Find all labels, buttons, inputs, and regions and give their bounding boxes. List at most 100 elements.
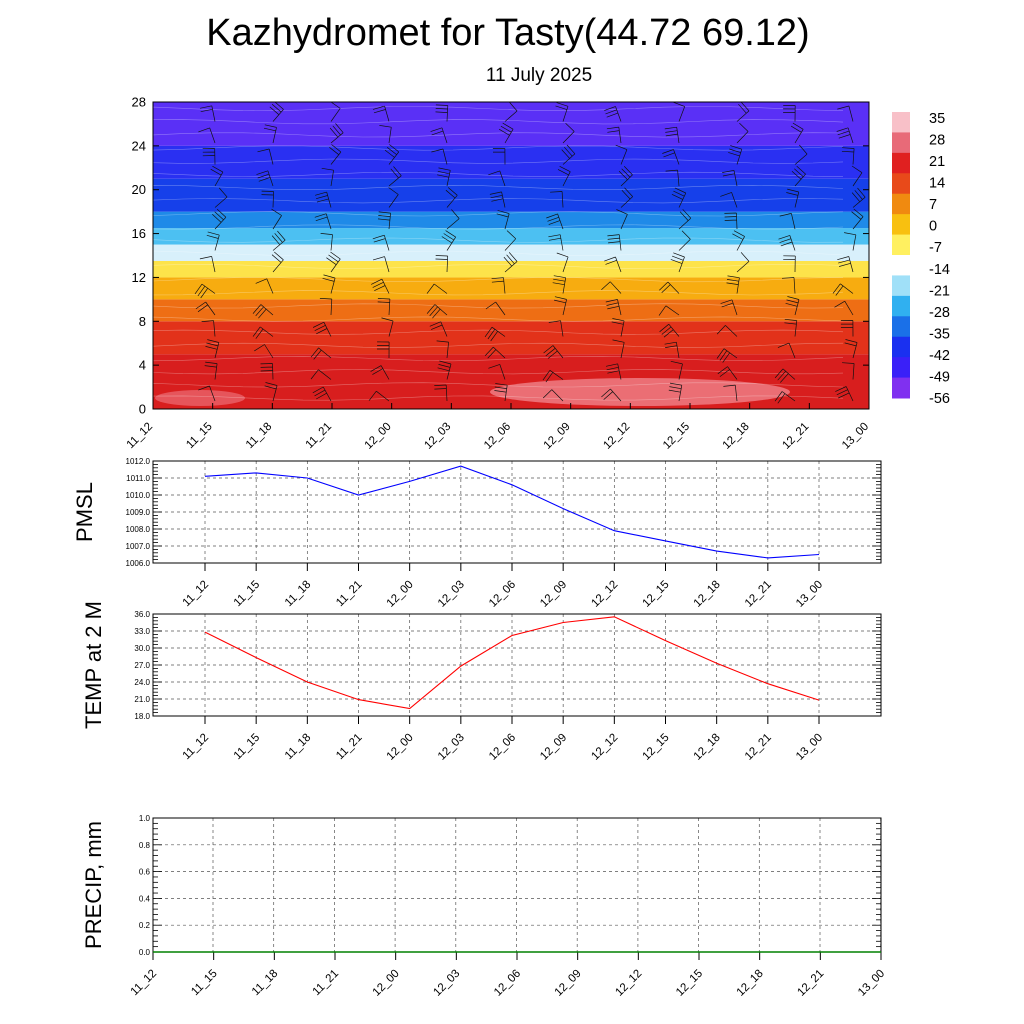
wind-barb [195,301,216,316]
x-tick-label: 11_18 [244,421,275,452]
wind-barb [620,187,633,208]
wind-barb [329,123,344,144]
plot-frame [152,817,882,953]
y-tick-label: 20 [132,182,146,197]
temp-band [153,321,869,355]
x-tick-label: 11_21 [304,421,335,452]
temp-contour-line [153,224,844,230]
wind-barb [671,187,687,208]
wind-barb [670,252,685,273]
wind-barb [716,325,738,337]
colorbar-swatch [892,173,910,195]
x-tick-label: 13_00 [856,968,887,999]
wind-barb [548,234,564,251]
x-tick-label: 12_18 [721,421,752,452]
wind-barb [492,148,506,165]
wind-barb [379,125,392,144]
wind-barb [212,208,227,230]
wind-barb [321,167,334,187]
wind-barb [446,209,460,230]
x-tick-label: 12_00 [363,421,394,452]
colorbar-swatch [892,316,910,338]
y-tick-label: 33.0 [134,627,150,636]
wind-barb [494,383,508,402]
wind-barb [257,148,274,165]
wind-barb [834,300,854,316]
wind-barb [786,188,800,208]
x-tick-label: 11_15 [189,968,220,999]
wind-barb [199,105,216,122]
wind-barb [256,170,274,187]
colorbar-swatch [892,377,910,399]
x-tick-label: 12_03 [422,421,453,452]
wind-barb [774,391,796,404]
upper-air-cross-section: 0 4 8 12 16 20 24 28 11_12 11_15 11_18 11_21 12_00 12… [125,95,872,452]
wind-barb [436,340,449,359]
x-tick-label: 12_12 [589,579,620,610]
colorbar-label: 0 [929,219,937,235]
x-tick-label: 13_00 [794,732,825,763]
y-tick-label: 4 [139,358,146,373]
x-tick-label: 12_06 [487,732,518,763]
temp-band [153,354,869,409]
temp-contour-line [153,119,844,125]
wind-barb [783,105,796,122]
wind-barb [557,165,571,187]
y-tick-label: 0 [139,402,146,417]
wind-barb [434,384,448,402]
warm-core-contour [490,378,790,406]
x-tick-label: 12_09 [538,579,569,610]
temp-contour-line [153,342,844,348]
temp-contour-line [153,329,844,335]
y-tick-label: 8 [139,314,146,329]
wind-barb [254,344,274,359]
wind-barb [330,102,341,122]
wind-barb [720,192,738,208]
y-tick-label: 0.8 [139,841,151,850]
wind-barb [605,299,622,316]
wind-barb [310,347,332,360]
x-tick-label: 11_12 [125,421,156,452]
wind-barb [835,386,854,402]
wind-barb [368,390,390,402]
wind-barb [836,127,854,144]
colorbar-label: 28 [929,133,945,149]
wind-barb [726,275,740,294]
x-tick-label: 11_21 [334,579,365,610]
wind-barb [555,102,569,122]
x-tick-label: 11_12 [181,732,212,763]
temp-contour-line [153,277,844,283]
wind-barb [794,144,808,165]
colorbar-label: 14 [929,176,945,192]
colorbar-swatch [892,112,910,133]
wind-barb [720,299,738,316]
x-tick-label: 12_18 [735,968,766,999]
y-tick-label: 24 [132,138,146,153]
wind-barb [388,166,402,187]
wind-barb [840,320,854,337]
wind-barb [659,323,680,338]
colorbar-swatch [892,132,910,154]
y-tick-label: 1011.0 [126,474,150,483]
x-tick-label: 11_15 [184,421,215,452]
y-axis-label: TEMP at 2 M [81,601,106,729]
temp-contour-line [153,382,844,388]
wind-barb [445,187,458,208]
wind-barb [851,165,863,187]
colorbar-swatch [892,214,910,236]
colorbar-swatch [892,295,910,317]
wind-barb [210,165,224,187]
wind-barb [664,126,680,144]
x-tick-label: 13_00 [794,579,825,610]
wind-barb [779,213,796,230]
x-tick-label: 11_12 [181,579,212,610]
series-line [204,616,820,710]
x-tick-label: 12_15 [641,579,672,610]
wind-barb [736,122,749,144]
wind-barb [548,320,564,337]
wind-barb [310,369,332,380]
temp-contour-line [153,237,844,243]
y-tick-label: 1006.0 [126,559,151,568]
temp-contour-line [153,316,844,322]
temp-contour-line [153,145,844,151]
